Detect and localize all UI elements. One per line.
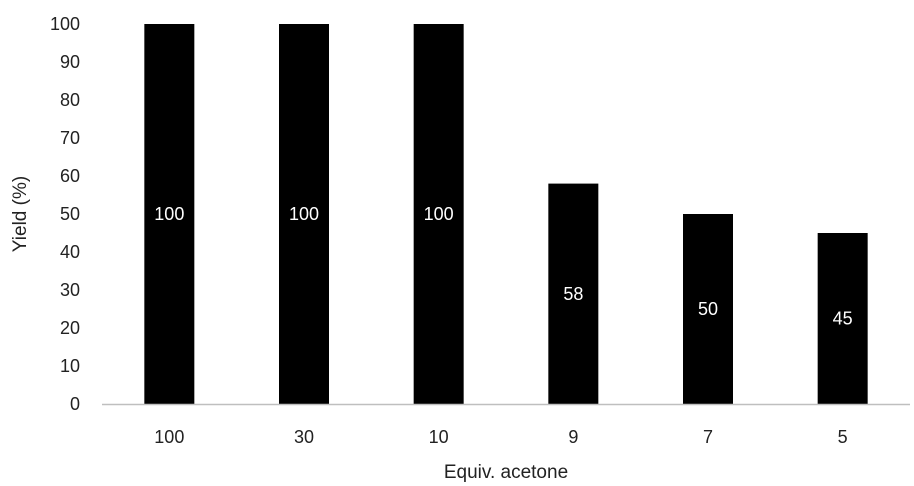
bar-data-label: 45 xyxy=(833,309,853,329)
x-tick-label: 7 xyxy=(703,427,713,447)
x-tick-label: 100 xyxy=(154,427,184,447)
y-tick-label: 10 xyxy=(60,356,80,376)
y-axis-ticks: 0 10 20 30 40 50 60 70 80 90 100 xyxy=(50,14,80,414)
y-tick-label: 60 xyxy=(60,166,80,186)
x-tick-label: 30 xyxy=(294,427,314,447)
y-tick-label: 30 xyxy=(60,280,80,300)
y-tick-label: 50 xyxy=(60,204,80,224)
y-tick-label: 100 xyxy=(50,14,80,34)
bar-data-label: 58 xyxy=(563,284,583,304)
y-tick-label: 0 xyxy=(70,394,80,414)
bar xyxy=(683,214,733,404)
bar-data-label: 100 xyxy=(154,204,184,224)
x-tick-label: 5 xyxy=(838,427,848,447)
bar-data-label: 100 xyxy=(289,204,319,224)
bar xyxy=(413,24,464,404)
y-tick-label: 70 xyxy=(60,128,80,148)
bar xyxy=(548,183,599,404)
bar xyxy=(144,24,195,404)
y-axis-title: Yield (%) xyxy=(10,176,31,252)
x-tick-label: 10 xyxy=(429,427,449,447)
y-tick-label: 20 xyxy=(60,318,80,338)
bar-data-label: 50 xyxy=(698,299,718,319)
bar xyxy=(817,233,868,404)
x-axis-title: Equiv. acetone xyxy=(444,462,568,483)
bar xyxy=(279,24,329,404)
x-tick-label: 9 xyxy=(568,427,578,447)
y-tick-label: 90 xyxy=(60,52,80,72)
y-tick-label: 40 xyxy=(60,242,80,262)
bar-data-label: 100 xyxy=(424,204,454,224)
bars: 100 100 100 58 50 45 xyxy=(144,24,868,404)
x-axis-ticks: 100 30 10 9 7 5 xyxy=(154,427,847,447)
y-tick-label: 80 xyxy=(60,90,80,110)
